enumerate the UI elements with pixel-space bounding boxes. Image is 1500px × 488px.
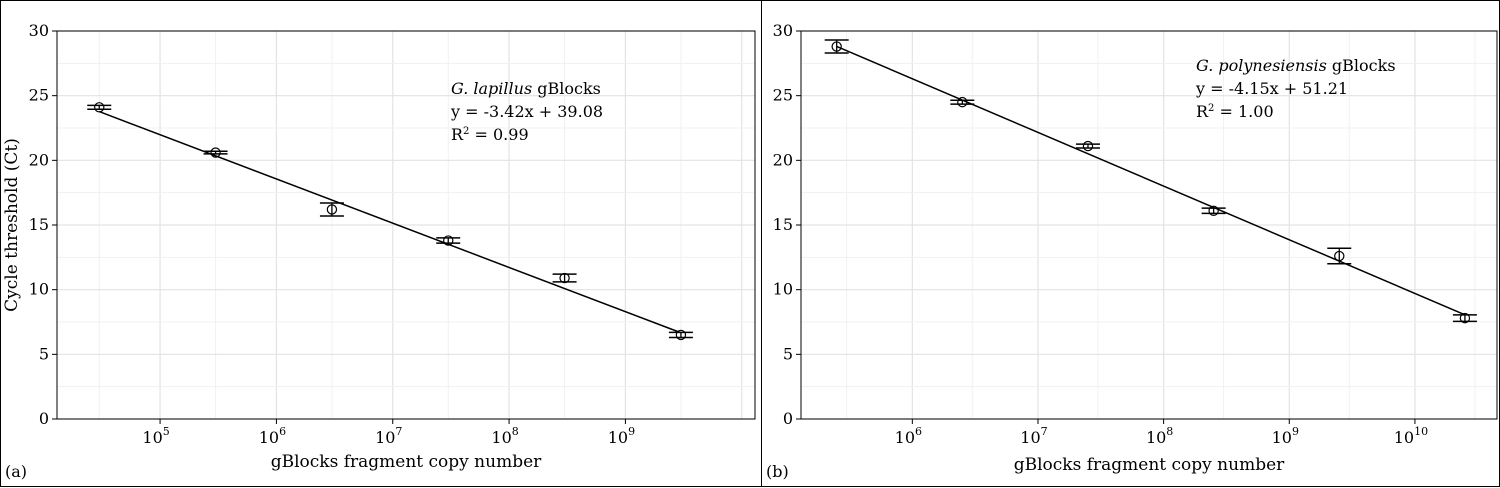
x-tick-label: 108 [1146, 425, 1173, 447]
y-tick-label: 10 [773, 280, 793, 299]
y-tick-label: 0 [783, 409, 793, 428]
annotation-r2: R2 = 0.99 [451, 125, 529, 144]
data-point [203, 147, 228, 158]
data-point [552, 272, 577, 284]
data-point [668, 329, 693, 341]
annotation-title: G. polynesiensis gBlocks [1196, 56, 1396, 75]
x-tick-label: 106 [259, 425, 286, 447]
chart-b-svg: 0 5 10 15 20 25 30 106 107 108 109 1010 G. polynesie… [766, 21, 1498, 481]
point-marker [1459, 312, 1471, 324]
y-tick-label: 5 [783, 344, 793, 363]
annotation-title: G. lapillus gBlocks [451, 79, 601, 98]
y-tick-label: 30 [29, 21, 49, 40]
y-tick-label: 0 [39, 409, 49, 428]
y-tick-label: 15 [29, 215, 49, 234]
y-tick-label: 15 [773, 215, 793, 234]
data-point [824, 39, 849, 54]
y-tick-label: 20 [29, 150, 49, 169]
panel-label: (a) [5, 462, 27, 481]
panel-label: (b) [766, 462, 789, 481]
data-point [1201, 205, 1226, 216]
x-tick-label: 107 [375, 425, 402, 447]
point-marker [94, 102, 105, 113]
data-point [1327, 247, 1352, 265]
chart-panel-a: 0 5 10 15 20 25 30 105 106 107 108 109 G. lapillus g… [0, 0, 762, 487]
x-tick-label: 1010 [1394, 425, 1428, 447]
point-marker [957, 96, 968, 108]
point-marker [326, 204, 338, 215]
data-point [950, 96, 975, 108]
data-point [319, 202, 344, 217]
gridlines [801, 30, 1497, 420]
regression-line [836, 45, 1466, 316]
x-tick-label: 106 [895, 425, 922, 447]
y-tick-label: 5 [39, 344, 49, 363]
y-tick-label: 20 [773, 150, 793, 169]
point-marker [1334, 250, 1345, 262]
point-marker [559, 272, 570, 284]
data-point [1452, 312, 1477, 324]
data-point [1075, 140, 1100, 152]
data-point [87, 102, 112, 113]
annotation-r2: R2 = 1.00 [1196, 102, 1274, 121]
point-marker [1208, 205, 1219, 216]
x-tick-label: 108 [491, 425, 518, 447]
y-tick-label: 25 [773, 86, 793, 105]
y-tick-label: 30 [773, 21, 793, 40]
point-marker [675, 329, 687, 341]
x-axis-title: gBlocks fragment copy number [1014, 455, 1285, 475]
point-marker [1082, 140, 1094, 152]
y-axis-title: Cycle threshold (Ct) [2, 138, 22, 312]
annotation-equation: y = -4.15x + 51.21 [1195, 79, 1348, 98]
x-axis-title: gBlocks fragment copy number [271, 452, 542, 472]
point-marker [210, 147, 221, 158]
gridlines [57, 30, 755, 420]
data-point [436, 235, 461, 246]
x-tick-label: 105 [142, 425, 169, 447]
y-tick-label: 10 [29, 280, 49, 299]
chart-a-svg: 0 5 10 15 20 25 30 105 106 107 108 109 G. lapillus g… [2, 21, 756, 481]
y-tick-label: 25 [29, 86, 49, 105]
x-tick-label: 107 [1020, 425, 1047, 447]
x-tick-label: 109 [1272, 425, 1299, 447]
point-marker [443, 235, 454, 246]
point-marker [831, 41, 842, 52]
chart-panel-b: 0 5 10 15 20 25 30 106 107 108 109 1010 G. polynesie… [761, 0, 1500, 487]
annotation-equation: y = -3.42x + 39.08 [450, 102, 603, 121]
x-tick-label: 109 [608, 425, 635, 447]
regression-line [98, 110, 682, 334]
